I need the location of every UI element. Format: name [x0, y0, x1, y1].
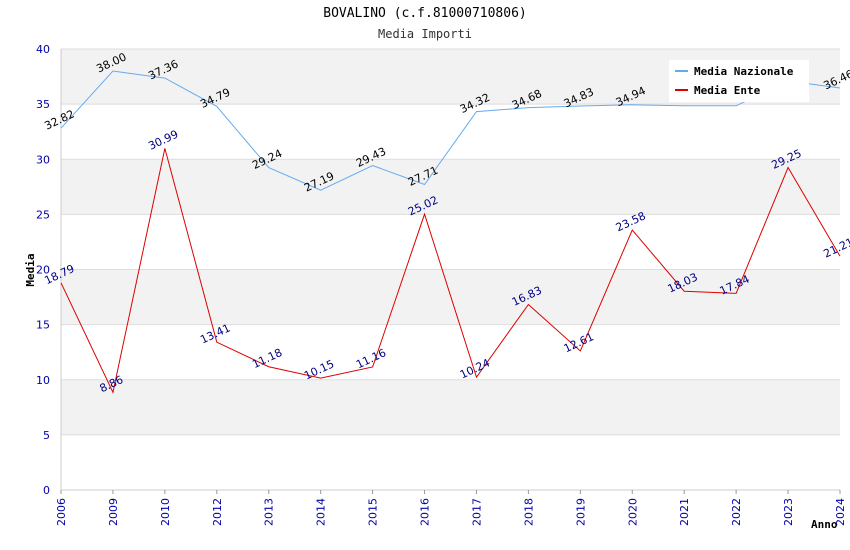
- grid-band: [61, 159, 840, 215]
- legend-label-media-ente: Media Ente: [694, 84, 761, 97]
- legend-box: [669, 60, 809, 102]
- x-tick-label: 2006: [55, 498, 68, 526]
- chart-subtitle: Media Importi: [378, 27, 472, 41]
- y-tick-label: 35: [36, 98, 50, 111]
- y-tick-label: 40: [36, 43, 50, 56]
- x-tick-label: 2013: [263, 498, 276, 526]
- grid-band: [61, 379, 840, 435]
- x-tick-label: 2021: [678, 498, 691, 526]
- x-tick-label: 2016: [419, 498, 432, 526]
- y-tick-label: 5: [43, 429, 50, 442]
- y-tick-label: 30: [36, 153, 50, 166]
- y-tick-label: 15: [36, 319, 50, 332]
- y-tick-label: 0: [43, 484, 50, 497]
- x-tick-label: 2012: [211, 498, 224, 526]
- x-tick-label: 2018: [522, 498, 535, 526]
- x-tick-label: 2023: [782, 498, 795, 526]
- series-line-media-ente: [60, 148, 841, 394]
- y-tick-label: 20: [36, 264, 50, 277]
- x-tick-label: 2017: [470, 498, 483, 526]
- y-tick-label: 25: [36, 208, 50, 221]
- x-tick-label: 2020: [626, 498, 639, 526]
- x-tick-label: 2014: [315, 498, 328, 526]
- x-tick-label: 2015: [367, 498, 380, 526]
- x-tick-label: 2009: [107, 498, 120, 526]
- x-tick-label: 2022: [730, 498, 743, 526]
- y-axis-title: Media: [24, 253, 37, 286]
- x-tick-label: 2010: [159, 498, 172, 526]
- series-line-media-nazionale: [60, 70, 841, 191]
- x-axis-title: Anno: [811, 518, 838, 531]
- legend-label-media-nazionale: Media Nazionale: [694, 65, 794, 78]
- x-tick-label: 2024: [834, 498, 847, 526]
- y-tick-label: 10: [36, 374, 50, 387]
- chart-title: BOVALINO (c.f.81000710806): [323, 6, 527, 21]
- x-tick-label: 2019: [574, 498, 587, 526]
